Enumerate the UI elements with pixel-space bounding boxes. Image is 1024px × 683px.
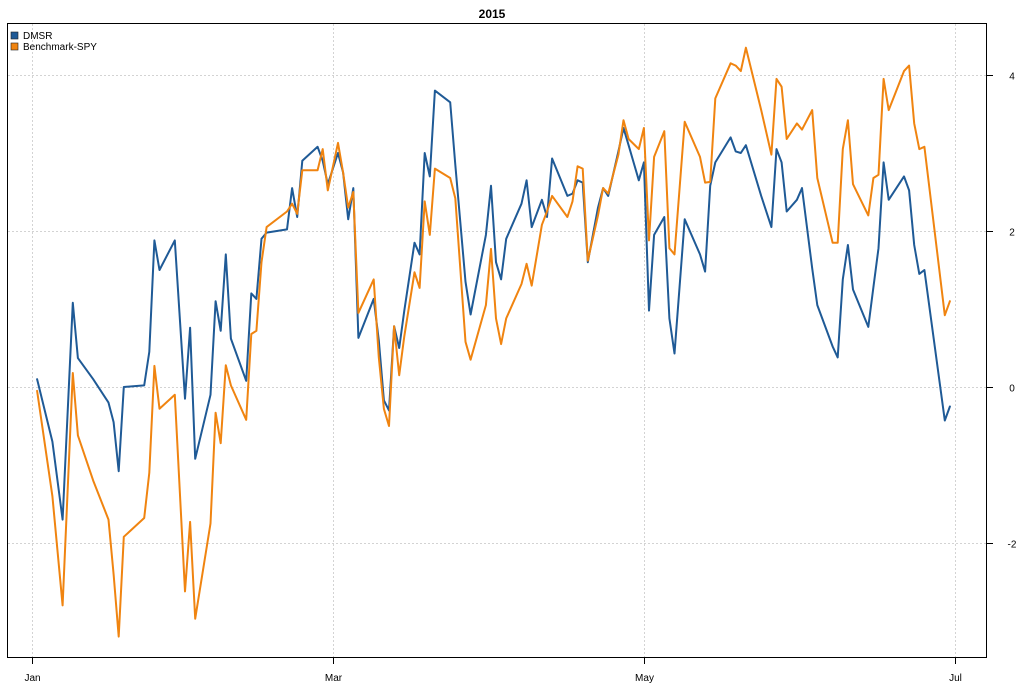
x-tick-label: Mar [325,673,343,683]
y-tick-label: 0 [1009,384,1015,395]
chart-title: 2015 [479,7,506,21]
plot-frame [7,23,987,658]
legend-swatch [10,42,19,51]
series-line-benchmark-spy [36,46,951,638]
x-tick-label: Jul [949,673,962,683]
x-tick-label: Jan [24,673,40,683]
y-tick-label: 4 [1009,72,1015,83]
series-lines [36,46,951,638]
axes: Jan Mar May Jul -2 0 2 4 [24,72,1016,683]
x-tick-label: May [635,673,654,683]
y-tick-label: -2 [1008,540,1017,551]
legend-swatch [10,31,19,40]
series-line-dmsr [36,89,951,521]
y-tick-label: 2 [1009,228,1015,239]
legend-label: Benchmark-SPY [23,42,97,53]
legend-label: DMSR [23,31,52,42]
grid [8,24,987,658]
